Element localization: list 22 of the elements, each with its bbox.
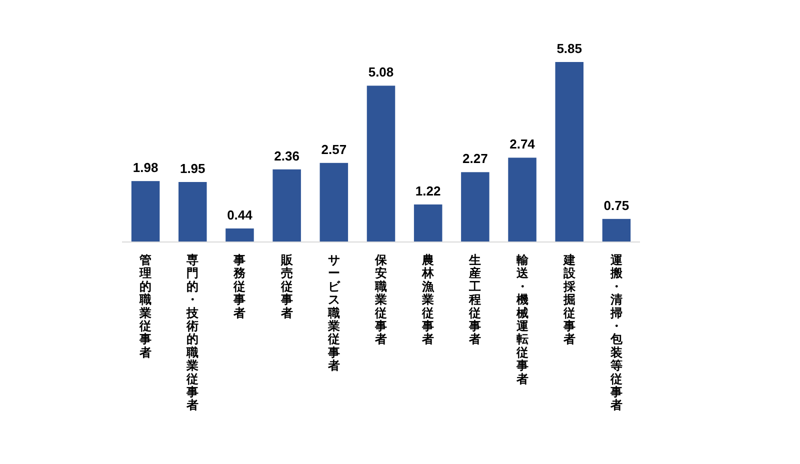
data-label: 5.08 [368, 64, 394, 80]
category-label: 専門的・技術的職業従事者 [186, 253, 199, 412]
category-label: 運搬・清掃・包装等従事者 [610, 253, 622, 412]
data-label: 1.95 [180, 161, 206, 176]
x-tick-label: 事務従事者 [232, 253, 247, 320]
data-label: 2.57 [321, 142, 347, 157]
data-label: 2.36 [274, 148, 300, 164]
category-label: サービス職業従事者 [328, 253, 340, 373]
category-label: 輸送・機械運転従事者 [516, 253, 528, 386]
data-label: 2.27 [462, 151, 488, 166]
data-label: 0.44 [227, 207, 254, 222]
x-tick-label: 建設採掘従事者 [562, 253, 576, 346]
data-label: 2.74 [510, 136, 536, 152]
x-tick-label: 管理的職業従事者 [138, 253, 152, 360]
x-tick-label: 販売従事者 [280, 253, 294, 320]
data-label: 1.22 [415, 183, 441, 198]
data-label: 5.85 [556, 41, 582, 56]
x-tick-label: 保安職業従事者 [374, 253, 388, 346]
data-label: 1.98 [132, 160, 158, 176]
x-tick-label: 生産工程従事者 [468, 253, 482, 346]
x-tick-label: 農林漁業従事者 [421, 253, 436, 346]
data-label: 0.75 [604, 198, 630, 213]
